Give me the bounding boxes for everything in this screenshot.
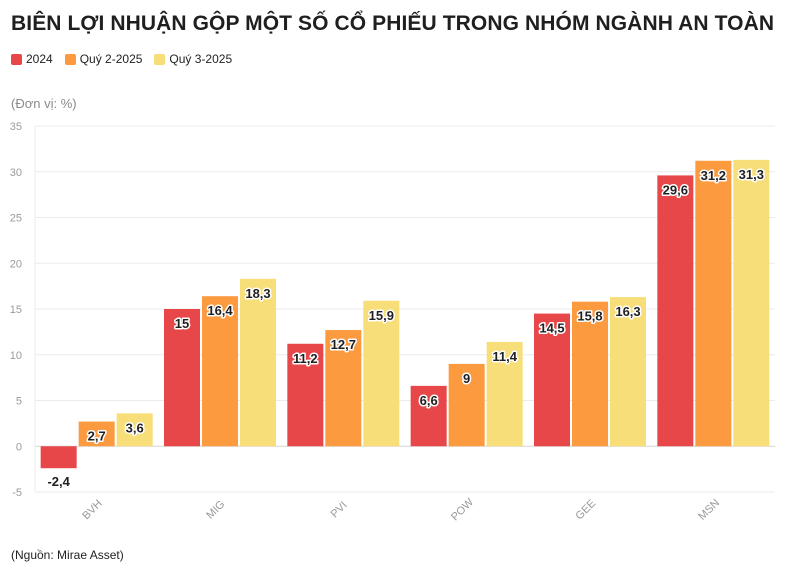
data-label: 16,4: [207, 303, 233, 318]
data-label: 9: [463, 371, 470, 386]
bar: [733, 159, 770, 447]
x-tick-label: MSN: [696, 497, 722, 523]
y-tick-label: 0: [16, 441, 22, 453]
legend-swatch-q2-2025: [64, 53, 76, 65]
data-label: -2,4: [47, 474, 70, 489]
x-tick-label: MIG: [204, 498, 227, 521]
bar: [287, 343, 324, 447]
bar: [202, 296, 238, 447]
unit-label: (Đơn vị: %): [11, 96, 77, 111]
data-label: 12,7: [331, 337, 356, 352]
data-label: 3,6: [126, 420, 144, 435]
data-label: 31,3: [739, 167, 764, 182]
data-label: 11,2: [293, 351, 318, 366]
bar: [534, 313, 570, 447]
y-tick-label: 10: [10, 350, 22, 362]
data-label: 14,5: [539, 321, 564, 336]
data-label: 31,2: [701, 168, 726, 183]
legend-item-2024[interactable]: 2024: [11, 52, 53, 66]
legend-label-2024: 2024: [26, 52, 53, 66]
source-note: (Nguồn: Mirae Asset): [11, 548, 124, 562]
y-tick-label: 20: [10, 258, 22, 270]
x-tick-label: PVI: [329, 499, 350, 520]
legend: 2024 Quý 2-2025 Quý 3-2025: [11, 52, 232, 66]
data-label: 11,4: [492, 349, 517, 364]
bar: [572, 301, 608, 447]
legend-item-q3-2025[interactable]: Quý 3-2025: [154, 52, 232, 66]
legend-item-q2-2025[interactable]: Quý 2-2025: [64, 52, 143, 66]
legend-label-q2-2025: Quý 2-2025: [79, 52, 143, 66]
bar: [116, 413, 153, 447]
data-label: 6,6: [420, 393, 438, 408]
y-tick-label: 35: [10, 121, 22, 133]
bar: [410, 385, 447, 447]
chart-title: BIÊN LỢI NHUẬN GỘP MỘT SỐ CỔ PHIẾU TRONG…: [11, 12, 775, 35]
bar: [240, 278, 276, 447]
data-label: 15: [175, 316, 189, 331]
x-tick-label: BVH: [80, 498, 105, 523]
x-tick-label: GEE: [573, 497, 598, 522]
data-label: 18,3: [245, 286, 270, 301]
y-tick-label: 25: [10, 213, 22, 225]
y-tick-label: -5: [12, 487, 22, 499]
bar: [610, 297, 646, 447]
data-label: 15,8: [577, 309, 602, 324]
y-tick-label: 5: [16, 396, 22, 408]
bar: [695, 160, 732, 447]
data-label: 2,7: [88, 429, 106, 444]
bar: [363, 300, 400, 447]
y-tick-label: 30: [10, 167, 22, 179]
legend-swatch-q3-2025: [154, 53, 166, 65]
bar: [486, 341, 523, 447]
data-label: 29,6: [663, 182, 688, 197]
bar: [78, 421, 115, 447]
data-label: 15,9: [369, 308, 394, 323]
legend-label-q3-2025: Quý 3-2025: [169, 52, 233, 66]
bar: [448, 363, 485, 447]
legend-swatch-2024: [11, 53, 22, 65]
bar: [657, 175, 694, 447]
bar: [40, 446, 77, 469]
bar: [164, 309, 200, 447]
data-label: 16,3: [615, 304, 640, 319]
x-tick-label: POW: [449, 496, 477, 524]
y-tick-label: 15: [10, 304, 22, 316]
bar: [325, 330, 362, 447]
